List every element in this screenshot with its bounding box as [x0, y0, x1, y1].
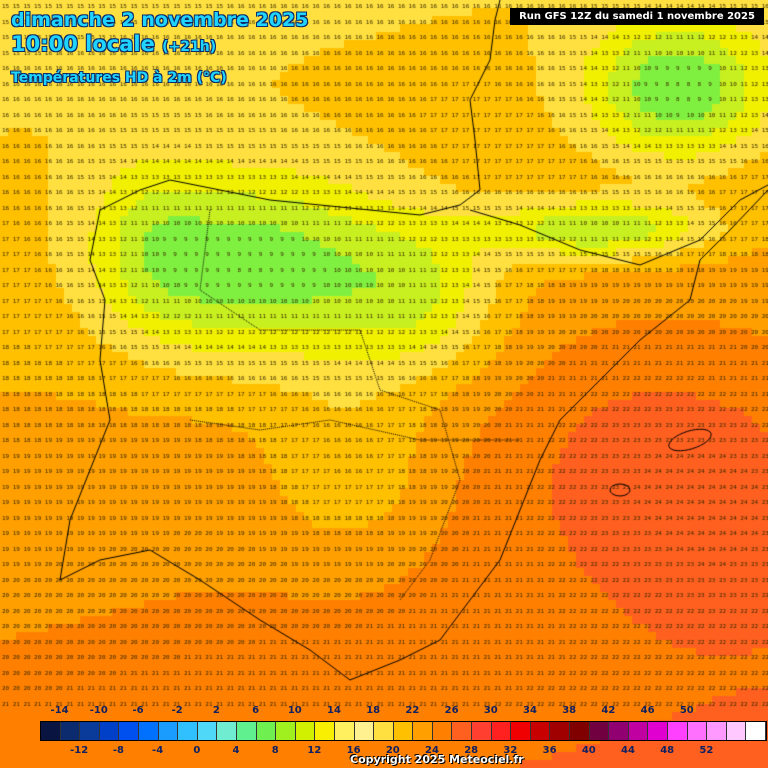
- copyright-text: Copyright 2025 Meteociel.fr: [350, 753, 524, 766]
- legend-swatch: [334, 722, 355, 740]
- legend-label-top: 26: [444, 705, 459, 716]
- legend-swatch: [550, 722, 571, 740]
- legend-swatch: [707, 722, 727, 740]
- legend-label-top: 42: [601, 705, 616, 716]
- legend-label-top: -14: [50, 705, 69, 716]
- legend-swatch: [570, 722, 590, 740]
- legend-swatch: [511, 722, 531, 740]
- legend-label-bottom: 24: [425, 745, 439, 756]
- legend-label-top: 30: [483, 705, 498, 716]
- legend-swatch: [668, 722, 688, 740]
- run-info-banner: Run GFS 12Z du samedi 1 novembre 2025: [510, 8, 764, 25]
- legend-label-bottom: 8: [271, 745, 279, 756]
- forecast-offset: (+21h): [162, 39, 217, 55]
- legend-swatch: [589, 722, 610, 740]
- legend-swatch: [158, 722, 179, 740]
- legend-swatch: [726, 722, 747, 740]
- legend-label-top: 34: [523, 705, 537, 716]
- legend-swatch: [99, 722, 120, 740]
- legend-label-top: 6: [252, 705, 260, 716]
- legend-swatch: [609, 722, 629, 740]
- legend-swatch: [746, 722, 766, 740]
- forecast-local-time: 10:00 locale: [11, 32, 155, 56]
- legend-color-bar: [40, 721, 767, 741]
- legend-label-top: -10: [89, 705, 108, 716]
- legend-swatch: [393, 722, 414, 740]
- legend-swatch: [452, 722, 473, 740]
- legend-label-bottom: -12: [70, 745, 89, 756]
- legend-swatch: [178, 722, 198, 740]
- parameter-label: Températures HD à 2m (°C): [11, 70, 227, 86]
- legend-label-top: -6: [132, 705, 144, 716]
- legend-label-bottom: 0: [193, 745, 201, 756]
- legend-label-bottom: 44: [621, 745, 635, 756]
- legend-label-top: 18: [366, 705, 381, 716]
- legend-label-top: 50: [679, 705, 694, 716]
- legend-swatch: [119, 722, 139, 740]
- legend-swatch: [687, 722, 708, 740]
- legend-label-bottom: 52: [699, 745, 714, 756]
- legend-label-bottom: 36: [542, 745, 557, 756]
- legend-label-top: 10: [287, 705, 302, 716]
- legend-label-bottom: 16: [346, 745, 361, 756]
- legend-label-bottom: 28: [464, 745, 479, 756]
- legend-swatch: [217, 722, 237, 740]
- legend-label-top: 22: [405, 705, 420, 716]
- legend-swatch: [315, 722, 335, 740]
- forecast-date: dimanche 2 novembre 2025: [11, 9, 309, 31]
- legend-label-bottom: -8: [112, 745, 124, 756]
- legend-label-top: 14: [327, 705, 341, 716]
- legend-swatch: [530, 722, 551, 740]
- legend-label-top: 2: [212, 705, 220, 716]
- legend-label-bottom: 32: [503, 745, 518, 756]
- legend-swatch: [491, 722, 512, 740]
- legend-label-bottom: 40: [581, 745, 596, 756]
- legend-swatch: [256, 722, 277, 740]
- legend-label-bottom: 12: [307, 745, 322, 756]
- legend-label-bottom: -4: [152, 745, 164, 756]
- legend-label-bottom: 4: [232, 745, 240, 756]
- forecast-time: 10:00 locale (+21h): [11, 32, 216, 56]
- legend-swatch: [374, 722, 394, 740]
- legend-label-bottom: 48: [660, 745, 675, 756]
- legend-label-top: -2: [171, 705, 183, 716]
- legend-label-top: 38: [562, 705, 577, 716]
- legend-swatch: [354, 722, 375, 740]
- legend-swatch: [80, 722, 100, 740]
- legend-swatch: [41, 722, 61, 740]
- legend-swatch: [276, 722, 296, 740]
- legend-swatch: [236, 722, 257, 740]
- legend-swatch: [628, 722, 649, 740]
- legend-swatch: [295, 722, 316, 740]
- legend-label-bottom: 20: [385, 745, 400, 756]
- legend-swatch: [60, 722, 81, 740]
- legend-label-top: 46: [640, 705, 655, 716]
- legend-swatch: [413, 722, 433, 740]
- legend-swatch: [472, 722, 492, 740]
- legend-swatch: [138, 722, 159, 740]
- legend-swatch: [648, 722, 668, 740]
- legend-swatch: [197, 722, 218, 740]
- legend-swatch: [432, 722, 453, 740]
